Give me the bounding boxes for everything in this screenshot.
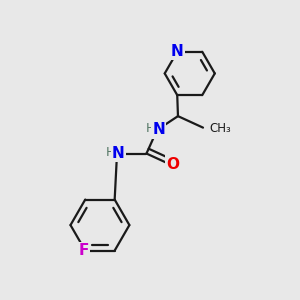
Text: F: F bbox=[79, 243, 89, 258]
Text: H: H bbox=[146, 122, 155, 135]
Text: H: H bbox=[106, 146, 115, 159]
Text: CH₃: CH₃ bbox=[209, 122, 231, 135]
Text: N: N bbox=[152, 122, 165, 137]
Text: O: O bbox=[166, 157, 179, 172]
Text: N: N bbox=[112, 146, 125, 161]
Text: N: N bbox=[171, 44, 184, 59]
